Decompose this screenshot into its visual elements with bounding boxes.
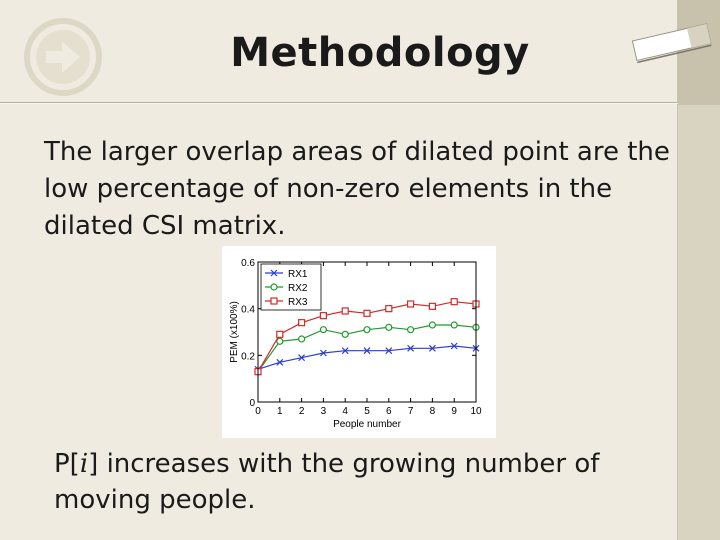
tag-icon <box>631 23 712 64</box>
series-rx3 <box>254 298 480 376</box>
data-point-rx1 <box>428 344 436 352</box>
note-variable: i <box>79 449 89 479</box>
plot-frame <box>257 261 477 403</box>
data-point-rx2 <box>407 326 415 334</box>
series-line-rx1 <box>257 345 477 370</box>
sidebar-top-block <box>678 0 720 105</box>
data-point-rx2 <box>276 337 284 345</box>
data-point-rx3 <box>341 307 349 315</box>
legend-label-rx3: RX3 <box>288 297 308 308</box>
legend-item-rx3: RX3 <box>265 297 308 308</box>
legend-item-rx2: RX2 <box>265 283 308 294</box>
data-point-rx3 <box>363 309 371 317</box>
x-tick-label: 3 <box>321 406 327 417</box>
x-tick-label: 5 <box>364 406 370 417</box>
data-point-rx1 <box>319 349 327 357</box>
data-point-rx1 <box>341 347 349 355</box>
data-point-rx2 <box>341 330 349 338</box>
data-point-rx1 <box>407 344 415 352</box>
legend-marker-rx1 <box>270 269 278 277</box>
data-point-rx1 <box>298 354 306 362</box>
series-rx1 <box>254 342 480 373</box>
legend-item-rx1: RX1 <box>265 269 308 280</box>
data-point-rx2 <box>450 321 458 329</box>
data-point-rx3 <box>385 305 393 313</box>
slide-title: Methodology <box>230 30 530 76</box>
legend-label-rx1: RX1 <box>288 269 308 280</box>
observation-note: P[i] increases with the growing number o… <box>54 446 654 518</box>
data-point-rx1 <box>450 342 458 350</box>
x-axis-label: People number <box>333 419 401 430</box>
data-point-rx2 <box>319 326 328 334</box>
x-tick-label: 6 <box>386 406 392 417</box>
legend-marker-rx2 <box>270 283 278 291</box>
body-paragraph: The larger overlap areas of dilated poin… <box>44 137 670 241</box>
legend-marker-rx3 <box>270 297 278 305</box>
pem-chart-svg: 0 0.2 0.4 0.6 0 1 2 3 4 5 6 7 8 9 10 RX1 RX2 RX3 People… <box>229 258 482 430</box>
data-point-rx2 <box>385 323 393 331</box>
x-tick-label: 2 <box>299 406 305 417</box>
data-point-rx3 <box>276 330 284 338</box>
x-tick-label: 8 <box>430 406 436 417</box>
data-point-rx1 <box>385 347 393 355</box>
legend-label-rx2: RX2 <box>288 283 308 294</box>
x-tick-label: 7 <box>408 406 414 417</box>
y-tick-label: 0 <box>249 398 255 409</box>
pem-chart: 0 0.2 0.4 0.6 0 1 2 3 4 5 6 7 8 9 10 RX1 RX2 RX3 People… <box>222 246 496 438</box>
y-tick-label: 0.4 <box>241 305 255 316</box>
data-point-rx3 <box>319 312 328 320</box>
data-point-rx3 <box>407 300 415 308</box>
data-point-rx2 <box>428 321 436 329</box>
y-axis-label: PEM (x100%) <box>229 301 240 363</box>
data-point-rx2 <box>297 335 306 343</box>
title-divider <box>0 102 678 104</box>
note-suffix: ] increases with the growing number of m… <box>54 449 600 515</box>
x-tick-label: 10 <box>470 406 482 417</box>
x-tick-label: 4 <box>342 406 348 417</box>
data-point-rx3 <box>297 319 306 327</box>
data-point-rx2 <box>363 326 371 334</box>
note-prefix: P[ <box>54 449 80 479</box>
y-tick-label: 0.6 <box>241 258 255 269</box>
x-tick-label: 9 <box>451 406 457 417</box>
data-point-rx1 <box>276 358 284 366</box>
arrow-circle-icon <box>24 18 102 96</box>
right-sidebar-band <box>677 0 720 540</box>
data-point-rx3 <box>428 302 436 310</box>
data-point-rx3 <box>450 298 458 306</box>
data-point-rx1 <box>363 347 371 355</box>
x-tick-label: 0 <box>255 406 261 417</box>
x-tick-label: 1 <box>277 406 283 417</box>
y-tick-label: 0.2 <box>241 351 255 362</box>
